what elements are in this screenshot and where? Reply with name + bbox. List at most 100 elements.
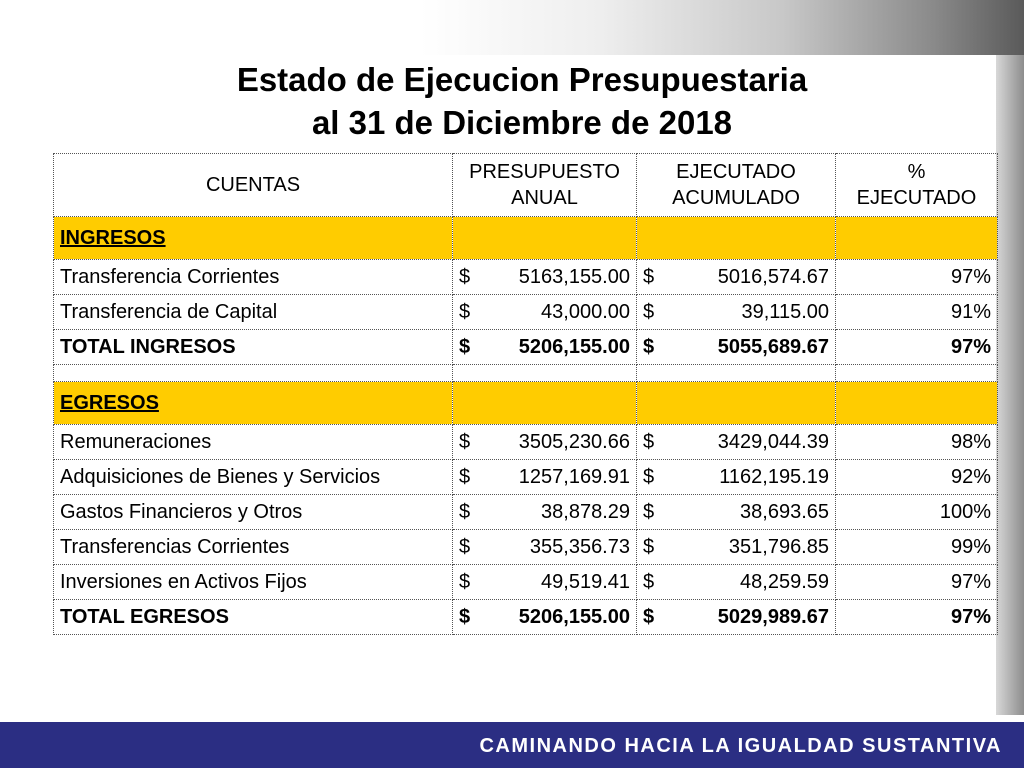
empty-cell xyxy=(835,364,998,382)
pct-cell: 97% xyxy=(835,329,998,365)
amount: 3505,230.66 xyxy=(518,430,630,453)
empty-cell xyxy=(835,216,998,260)
currency-symbol: $ xyxy=(643,535,655,558)
header-presupuesto-line-2: ANUAL xyxy=(511,187,578,209)
amount: 1257,169.91 xyxy=(518,465,630,488)
cuenta-cell: Inversiones en Activos Fijos xyxy=(53,564,453,600)
section-ingresos-label: INGRESOS xyxy=(53,216,453,260)
amount: 5206,155.00 xyxy=(518,605,630,628)
currency-symbol: $ xyxy=(643,570,655,593)
empty-cell xyxy=(835,381,998,425)
budget-table: CUENTAS PRESUPUESTO ANUAL EJECUTADO ACUM… xyxy=(53,153,998,635)
cuenta-cell: Transferencias Corrientes xyxy=(53,529,453,565)
currency-symbol: $ xyxy=(459,300,471,323)
footer-slogan: CAMINANDO HACIA LA IGUALDAD SUSTANTIVA xyxy=(479,735,1002,757)
currency-symbol: $ xyxy=(459,570,471,593)
currency-symbol: $ xyxy=(459,535,471,558)
table-row-total-egresos: TOTAL EGRESOS $5206,155.00 $5029,989.67 … xyxy=(53,599,998,635)
amount: 3429,044.39 xyxy=(717,430,829,453)
empty-cell xyxy=(452,364,637,382)
presupuesto-cell: $5163,155.00 xyxy=(452,259,637,295)
cuenta-cell: Transferencia Corrientes xyxy=(53,259,453,295)
amount: 49,519.41 xyxy=(541,570,630,593)
presupuesto-cell: $49,519.41 xyxy=(452,564,637,600)
pct-cell: 100% xyxy=(835,494,998,530)
currency-symbol: $ xyxy=(459,605,471,628)
pct-cell: 97% xyxy=(835,599,998,635)
currency-symbol: $ xyxy=(643,265,655,288)
cuenta-cell: Adquisiciones de Bienes y Servicios xyxy=(53,459,453,495)
header-pct: % EJECUTADO xyxy=(835,153,998,217)
header-ejecutado-line-1: EJECUTADO xyxy=(676,161,796,183)
header-pct-line-1: % xyxy=(907,161,926,183)
empty-cell xyxy=(636,364,836,382)
presupuesto-cell: $355,356.73 xyxy=(452,529,637,565)
empty-cell xyxy=(53,364,453,382)
ejecutado-cell: $5055,689.67 xyxy=(636,329,836,365)
header-ejecutado: EJECUTADO ACUMULADO xyxy=(636,153,836,217)
footer-bar: CAMINANDO HACIA LA IGUALDAD SUSTANTIVA xyxy=(0,722,1024,768)
amount: 5016,574.67 xyxy=(717,265,829,288)
table-row-gastos-financieros: Gastos Financieros y Otros $38,878.29 $3… xyxy=(53,494,998,530)
header-cuentas: CUENTAS xyxy=(53,153,453,217)
title-line-2: al 31 de Diciembre de 2018 xyxy=(311,104,733,141)
amount: 48,259.59 xyxy=(740,570,829,593)
table-row-total-ingresos: TOTAL INGRESOS $5206,155.00 $5055,689.67… xyxy=(53,329,998,365)
currency-symbol: $ xyxy=(643,465,655,488)
amount: 355,356.73 xyxy=(529,535,630,558)
amount: 38,693.65 xyxy=(740,500,829,523)
header-presupuesto: PRESUPUESTO ANUAL xyxy=(452,153,637,217)
amount: 43,000.00 xyxy=(541,300,630,323)
presupuesto-cell: $5206,155.00 xyxy=(452,599,637,635)
title-line-1: Estado de Ejecucion Presupuestaria xyxy=(236,61,808,98)
currency-symbol: $ xyxy=(459,265,471,288)
currency-symbol: $ xyxy=(459,430,471,453)
currency-symbol: $ xyxy=(643,430,655,453)
header-pct-line-2: EJECUTADO xyxy=(856,187,977,209)
currency-symbol: $ xyxy=(643,605,655,628)
presupuesto-cell: $3505,230.66 xyxy=(452,424,637,460)
section-egresos-label: EGRESOS xyxy=(53,381,453,425)
table-header-row: CUENTAS PRESUPUESTO ANUAL EJECUTADO ACUM… xyxy=(53,153,998,217)
amount: 5163,155.00 xyxy=(518,265,630,288)
section-egresos-row: EGRESOS xyxy=(53,381,998,425)
presupuesto-cell: $5206,155.00 xyxy=(452,329,637,365)
currency-symbol: $ xyxy=(643,335,655,358)
currency-symbol: $ xyxy=(643,300,655,323)
amount: 1162,195.19 xyxy=(719,465,829,488)
pct-cell: 97% xyxy=(835,564,998,600)
currency-symbol: $ xyxy=(643,500,655,523)
cuenta-cell: Gastos Financieros y Otros xyxy=(53,494,453,530)
amount: 5055,689.67 xyxy=(717,335,829,358)
pct-cell: 98% xyxy=(835,424,998,460)
ejecutado-cell: $5016,574.67 xyxy=(636,259,836,295)
presupuesto-cell: $38,878.29 xyxy=(452,494,637,530)
currency-symbol: $ xyxy=(459,335,471,358)
currency-symbol: $ xyxy=(459,500,471,523)
presupuesto-cell: $1257,169.91 xyxy=(452,459,637,495)
cuenta-cell: TOTAL EGRESOS xyxy=(53,599,453,635)
section-ingresos-row: INGRESOS xyxy=(53,216,998,260)
table-row-transferencia-capital: Transferencia de Capital $43,000.00 $39,… xyxy=(53,294,998,330)
ejecutado-cell: $38,693.65 xyxy=(636,494,836,530)
table-row-transferencias-corrientes: Transferencias Corrientes $355,356.73 $3… xyxy=(53,529,998,565)
cuenta-cell: TOTAL INGRESOS xyxy=(53,329,453,365)
table-row-inversiones: Inversiones en Activos Fijos $49,519.41 … xyxy=(53,564,998,600)
header-ejecutado-line-2: ACUMULADO xyxy=(672,187,800,209)
amount: 351,796.85 xyxy=(728,535,829,558)
header-presupuesto-line-1: PRESUPUESTO xyxy=(469,161,620,183)
pct-cell: 91% xyxy=(835,294,998,330)
empty-cell xyxy=(452,216,637,260)
amount: 5206,155.00 xyxy=(518,335,630,358)
spacer-row xyxy=(53,364,998,382)
amount: 5029,989.67 xyxy=(717,605,829,628)
page-title: Estado de Ejecucion Presupuestaria al 31… xyxy=(48,58,996,144)
empty-cell xyxy=(636,216,836,260)
table-row-transferencia-corrientes: Transferencia Corrientes $5163,155.00 $5… xyxy=(53,259,998,295)
empty-cell xyxy=(452,381,637,425)
amount: 39,115.00 xyxy=(741,300,830,323)
pct-cell: 99% xyxy=(835,529,998,565)
pct-cell: 97% xyxy=(835,259,998,295)
presupuesto-cell: $43,000.00 xyxy=(452,294,637,330)
empty-cell xyxy=(636,381,836,425)
